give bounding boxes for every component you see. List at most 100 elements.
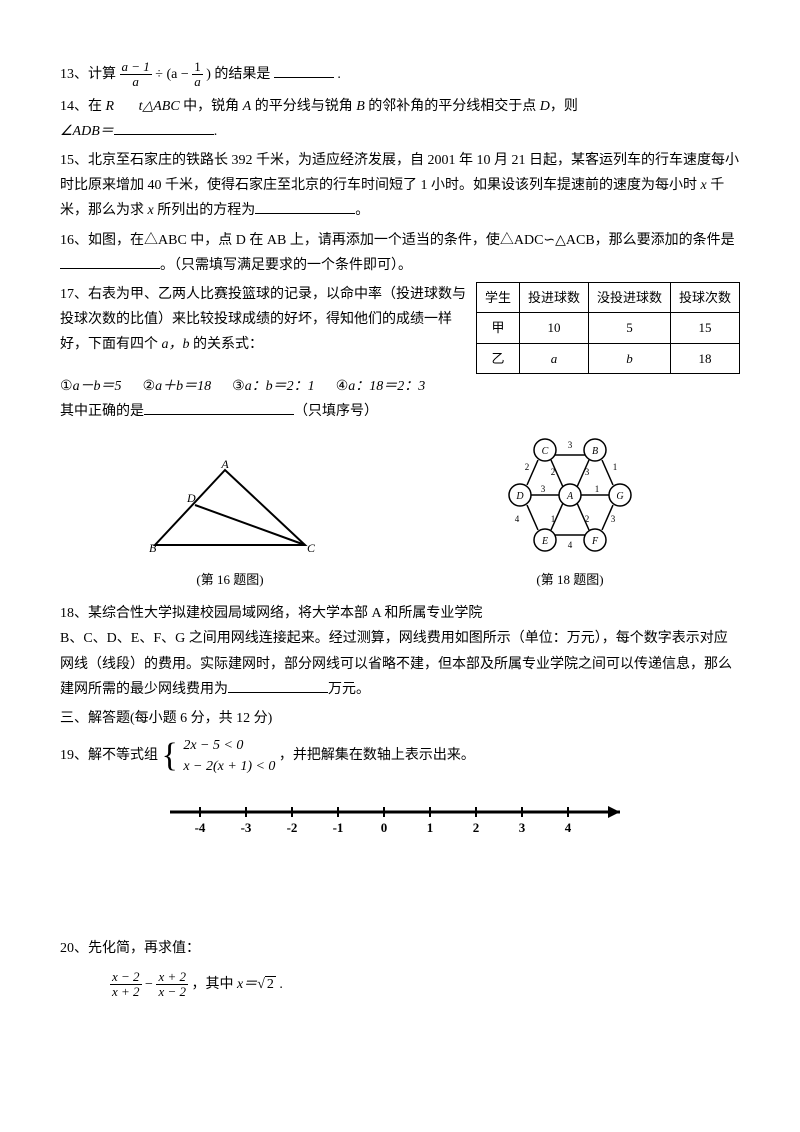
q17-o1: a－b＝5: [73, 379, 122, 394]
q17-table: 学生 投进球数 没投进球数 投球次数 甲 10 5 15 乙 a b 18: [476, 282, 740, 374]
svg-text:1: 1: [427, 820, 434, 835]
q17-o3p: ③: [232, 379, 245, 394]
q14-period: .: [214, 124, 218, 139]
figure-16: A B C D (第 16 题图): [145, 460, 315, 591]
q17-blank[interactable]: [144, 400, 294, 415]
triangle-figure: A B C D: [145, 460, 315, 560]
cell: b: [588, 343, 670, 373]
q18-unit: 万元。: [328, 682, 370, 697]
figure-18: A B C D E F G 3 2 4 4 3 1 2 3 3 1 1 2: [485, 430, 655, 591]
cell: a: [519, 343, 588, 373]
q19-label: 19、解不等式组: [60, 748, 158, 763]
question-20: 20、先化简，再求值： x − 2 x + 2 − x + 2 x − 2 ，其…: [60, 936, 740, 999]
th-total: 投球次数: [670, 282, 739, 312]
q14-D: D: [540, 99, 550, 114]
svg-text:3: 3: [611, 514, 616, 524]
q14-blank[interactable]: [114, 120, 214, 135]
svg-text:3: 3: [519, 820, 526, 835]
svg-text:B: B: [592, 446, 598, 457]
sqrt-icon: √2: [257, 972, 276, 997]
q19-l1: 2x − 5 < 0: [183, 738, 243, 753]
q14-t3: 中，锐角: [180, 99, 243, 114]
svg-text:3: 3: [541, 484, 546, 494]
number-line-svg: -4-3-2-101234: [160, 797, 640, 847]
q17-t3: 其中正确的是: [60, 404, 144, 419]
q16-tail: 。（只需填写满足要求的一个条件即可）。: [160, 258, 412, 273]
section-3-title: 三、解答题(每小题 6 分，共 12 分): [60, 706, 740, 731]
q16-blank[interactable]: [60, 254, 160, 269]
q19-tail: ，并把解集在数轴上表示出来。: [279, 748, 475, 763]
svg-text:3: 3: [585, 467, 590, 477]
svg-text:1: 1: [595, 484, 600, 494]
q14-t1: 14、在: [60, 99, 106, 114]
q20-label: 20、先化简，再求值：: [60, 936, 740, 961]
figure-row: A B C D (第 16 题图): [60, 430, 740, 591]
svg-text:1: 1: [551, 514, 556, 524]
question-18: 18、某综合性大学拟建校园局域网络，将大学本部 A 和所属专业学院 B、C、D、…: [60, 601, 740, 702]
q20-frac1: x − 2 x + 2: [110, 970, 142, 1000]
svg-text:A: A: [566, 491, 574, 502]
q13-tail: ) 的结果是: [206, 67, 270, 82]
question-17: 学生 投进球数 没投进球数 投球次数 甲 10 5 15 乙 a b 18 17…: [60, 282, 740, 425]
cell: 18: [670, 343, 739, 373]
q15-blank[interactable]: [255, 199, 355, 214]
q14-t5: 的邻补角的平分线相交于点: [365, 99, 540, 114]
q19-l2: x − 2(x + 1) < 0: [183, 759, 275, 774]
q13-blank[interactable]: [274, 63, 334, 78]
q17-tail: （只填序号）: [294, 404, 378, 419]
question-13: 13、计算 a − 1 a ÷ (a − 1 a ) 的结果是 .: [60, 60, 740, 90]
question-19: 19、解不等式组 { 2x − 5 < 0 x − 2(x + 1) < 0 ，…: [60, 735, 740, 777]
q13-frac2: 1 a: [192, 60, 203, 90]
q20-mid: ，其中: [192, 977, 238, 992]
q17-t2: 的关系式：: [190, 337, 264, 352]
q19-system: 2x − 5 < 0 x − 2(x + 1) < 0: [183, 735, 275, 777]
svg-text:3: 3: [568, 440, 573, 450]
q13-period: .: [337, 67, 341, 82]
svg-text:C: C: [307, 541, 315, 555]
q20-xeq: x＝: [237, 977, 257, 992]
svg-text:4: 4: [565, 820, 572, 835]
hexagon-network-figure: A B C D E F G 3 2 4 4 3 1 2 3 3 1 1 2: [485, 430, 655, 560]
q15-t1: 15、北京至石家庄的铁路长 392 千米，为适应经济发展，自 2001 年 10…: [60, 153, 739, 193]
cell: 甲: [476, 313, 519, 343]
svg-text:4: 4: [568, 540, 573, 550]
q17-o1p: ①: [60, 379, 73, 394]
svg-text:-1: -1: [333, 820, 344, 835]
q14-t2: t△: [139, 99, 154, 114]
svg-text:4: 4: [515, 514, 520, 524]
question-15: 15、北京至石家庄的铁路长 392 千米，为适应经济发展，自 2001 年 10…: [60, 148, 740, 224]
q14-t6: ，则: [550, 99, 578, 114]
svg-text:B: B: [149, 541, 157, 555]
q15-period: 。: [355, 203, 369, 218]
q14-ABC: ABC: [153, 99, 179, 114]
q18-blank[interactable]: [228, 678, 328, 693]
brace-icon: {: [162, 739, 178, 773]
q13-label: 13、计算: [60, 67, 116, 82]
q13-mid: ÷ (a −: [155, 67, 192, 82]
svg-text:F: F: [591, 536, 599, 547]
q17-t1: 17、右表为甲、乙两人比赛投篮球的记录，以命中率（投进球数与投球次数的比值）来比…: [60, 287, 466, 352]
q13-frac1: a − 1 a: [120, 60, 152, 90]
cell: 5: [588, 313, 670, 343]
svg-text:D: D: [186, 491, 196, 505]
q15-t3: 所列出的方程为: [154, 203, 256, 218]
svg-text:2: 2: [473, 820, 480, 835]
th-in: 投进球数: [519, 282, 588, 312]
svg-text:G: G: [616, 491, 623, 502]
q14-A: A: [243, 99, 252, 114]
svg-text:D: D: [515, 491, 524, 502]
q20-period: .: [279, 977, 283, 992]
q17-o4p: ④: [336, 379, 349, 394]
cell: 15: [670, 313, 739, 343]
svg-text:0: 0: [381, 820, 388, 835]
q20-frac2: x + 2 x − 2: [156, 970, 188, 1000]
q17-o3: a：b＝2：1: [245, 379, 315, 394]
svg-text:C: C: [542, 446, 549, 457]
svg-text:2: 2: [551, 467, 556, 477]
q14-t4: 的平分线与锐角: [251, 99, 356, 114]
svg-text:2: 2: [525, 462, 530, 472]
svg-text:-3: -3: [241, 820, 252, 835]
number-line: -4-3-2-101234: [60, 797, 740, 856]
svg-text:-2: -2: [287, 820, 298, 835]
q17-o2: a＋b＝18: [155, 379, 211, 394]
